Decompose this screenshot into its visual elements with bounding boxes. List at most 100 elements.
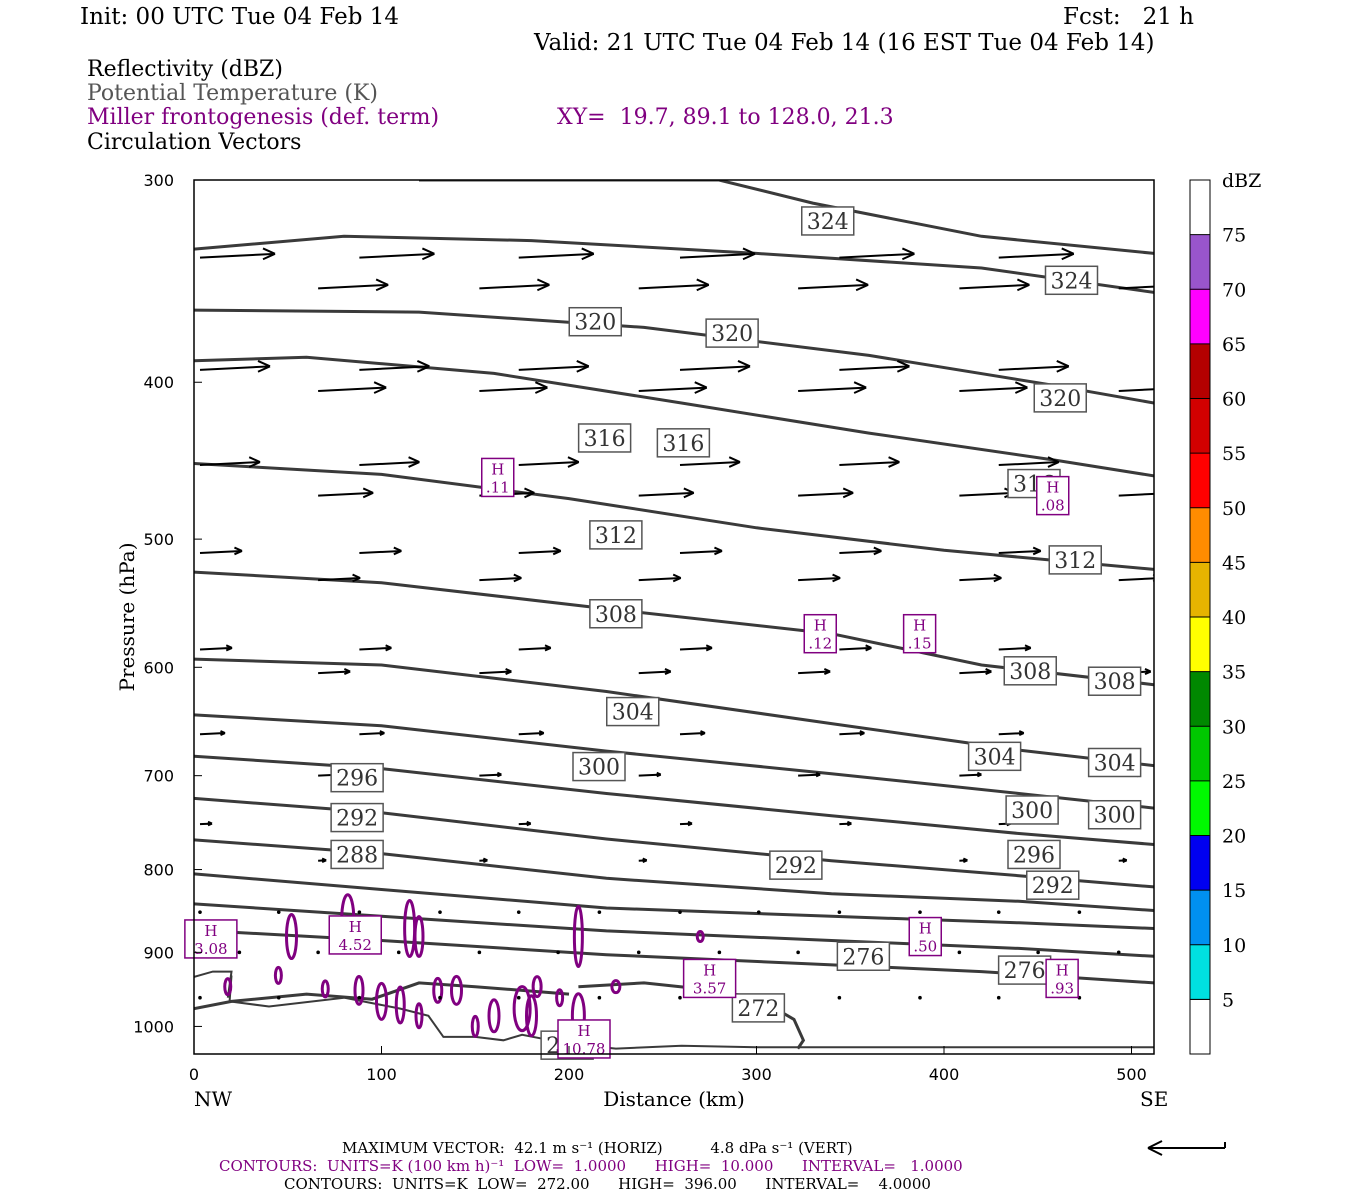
plot-frame bbox=[193, 179, 1155, 1055]
legend-theta: Potential Temperature (K) bbox=[87, 81, 378, 106]
theta-label: 304 bbox=[612, 701, 654, 726]
circulation-vector bbox=[959, 670, 992, 675]
theta-label: 304 bbox=[1094, 751, 1136, 776]
colorbar-segment bbox=[1190, 507, 1210, 563]
vector-head bbox=[664, 668, 672, 676]
vector-head bbox=[694, 381, 708, 394]
vector-head bbox=[534, 381, 548, 394]
theta-label-box bbox=[769, 850, 823, 880]
circulation-vector bbox=[996, 910, 1001, 914]
circulation-vector bbox=[959, 576, 1002, 582]
vector-head bbox=[379, 730, 385, 736]
vector-head bbox=[705, 644, 713, 652]
vector-head bbox=[737, 360, 751, 373]
circulation-vector bbox=[638, 773, 661, 777]
theta-label: 292 bbox=[1032, 874, 1074, 899]
circulation-vector bbox=[798, 283, 869, 290]
frontogenesis-contour bbox=[470, 1014, 480, 1038]
theta-label-box bbox=[606, 696, 660, 727]
vector-head bbox=[832, 573, 841, 583]
vector-head bbox=[700, 730, 706, 736]
vector-head bbox=[576, 360, 590, 373]
isentrope-line bbox=[194, 872, 1154, 930]
circulation-vector bbox=[756, 910, 761, 914]
theta-label-box bbox=[330, 802, 384, 833]
circulation-vector bbox=[837, 910, 842, 914]
theta-label: 308 bbox=[1009, 660, 1051, 685]
scale-arrow bbox=[1147, 1140, 1226, 1156]
fronto-max-value: 3.08 bbox=[194, 940, 227, 958]
vector-head bbox=[1164, 488, 1174, 497]
circulation-vector bbox=[198, 910, 202, 914]
vector-head bbox=[234, 546, 243, 556]
circulation-vector bbox=[839, 365, 910, 371]
vector-head bbox=[225, 644, 233, 652]
vector-head bbox=[544, 644, 552, 652]
vector-head bbox=[873, 546, 882, 556]
vector-head bbox=[901, 247, 915, 261]
vector-head bbox=[408, 456, 420, 468]
vector-head bbox=[505, 668, 512, 676]
theta-label: 276 bbox=[1004, 959, 1046, 984]
circulation-vector bbox=[479, 576, 522, 582]
circulation-vector bbox=[516, 995, 521, 1000]
theta-label-box bbox=[1005, 795, 1059, 825]
colorbar-segment bbox=[1190, 671, 1210, 727]
theta-label-box bbox=[656, 428, 711, 458]
frontogenesis-contour bbox=[223, 977, 233, 997]
fronto-max-marker: H bbox=[919, 920, 932, 938]
vector-head bbox=[373, 381, 387, 394]
theta-label: 324 bbox=[1051, 269, 1093, 294]
theta-label-box bbox=[801, 206, 855, 236]
fronto-max-marker: H bbox=[349, 918, 362, 936]
frontogenesis-contour bbox=[572, 905, 584, 969]
circulation-vector bbox=[998, 646, 1031, 651]
circulation-vector bbox=[1116, 950, 1121, 955]
fronto-max-box bbox=[682, 958, 737, 999]
x-tick-label: 300 bbox=[741, 1065, 772, 1084]
theta-label: 276 bbox=[842, 945, 884, 970]
circulation-vector bbox=[359, 461, 420, 467]
colorbar-segment bbox=[1190, 180, 1210, 235]
circulation-vector bbox=[237, 950, 242, 955]
x-tick-label: 0 bbox=[189, 1065, 199, 1084]
theta-label-box bbox=[1003, 656, 1057, 686]
theta-label-box bbox=[589, 520, 643, 550]
circulation-vector bbox=[998, 549, 1041, 555]
circulation-vector bbox=[597, 910, 602, 914]
theta-label: 320 bbox=[1039, 387, 1081, 412]
frontogenesis-contour bbox=[512, 985, 532, 1033]
circulation-vector bbox=[798, 773, 821, 777]
colorbar-label: 40 bbox=[1222, 607, 1246, 629]
vector-head bbox=[352, 573, 361, 583]
colorbar-label: 50 bbox=[1222, 498, 1246, 520]
theta-label: 308 bbox=[1094, 670, 1136, 695]
circulation-vector bbox=[199, 252, 276, 259]
theta-label-box bbox=[836, 941, 891, 972]
theta-label-box bbox=[1087, 799, 1142, 830]
vector-head bbox=[552, 546, 562, 556]
fronto-max-value: 3.57 bbox=[693, 979, 726, 997]
fronto-max-marker: H bbox=[1046, 479, 1059, 497]
y-tick-label: 700 bbox=[143, 767, 174, 786]
theta-label: 288 bbox=[336, 843, 378, 868]
circulation-vector bbox=[638, 670, 671, 675]
theta-label-box bbox=[1007, 839, 1061, 870]
circulation-vector bbox=[959, 773, 982, 777]
frontogenesis-contour bbox=[375, 981, 388, 1021]
vector-head bbox=[823, 668, 831, 676]
circulation-vector bbox=[518, 461, 579, 467]
vector-head bbox=[687, 820, 693, 827]
circulation-vector bbox=[638, 576, 681, 582]
circulation-vector bbox=[479, 283, 550, 290]
vector-head bbox=[853, 381, 867, 394]
y-tick-label: 800 bbox=[143, 861, 174, 880]
fronto-max-value: .93 bbox=[1050, 979, 1074, 997]
circulation-vector bbox=[679, 732, 706, 736]
fronto-max-value: 4.52 bbox=[339, 936, 372, 954]
x-tick-label: 200 bbox=[554, 1065, 585, 1084]
frontogenesis-contour bbox=[695, 930, 705, 944]
fronto-max-value: .50 bbox=[913, 938, 937, 956]
forecast-hour: Fcst: 21 h bbox=[1063, 4, 1194, 30]
